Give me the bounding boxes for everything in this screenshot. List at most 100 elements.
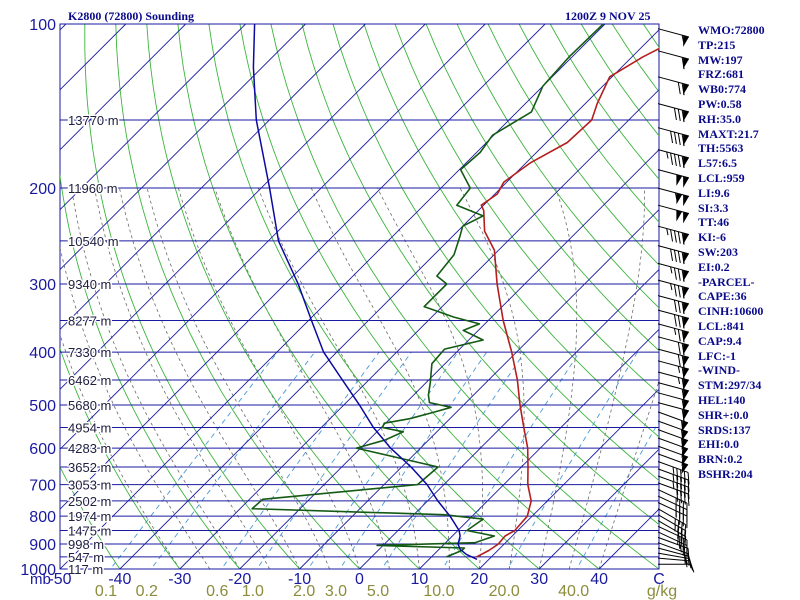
pressure-tick-label: 900: [29, 537, 56, 554]
wind-barb-staff: [657, 475, 689, 488]
wind-barb-pennant: [683, 409, 689, 421]
wind-barb-pennant: [683, 176, 689, 188]
sounding-index-line: CAP:9.4: [698, 333, 742, 348]
wind-barb-flag: [673, 107, 677, 121]
wind-barb-staff: [657, 279, 690, 289]
sounding-index-line: LI:9.6: [698, 185, 730, 200]
isotherm-line: [60, 24, 366, 331]
wind-barb-pennant: [681, 429, 689, 442]
dry-adiabat-line: [487, 24, 659, 266]
sounding-index-line: HEL:140: [698, 392, 746, 407]
wind-barb-flag: [677, 342, 681, 355]
wind-barb-flag: [681, 83, 685, 96]
wind-barb-pennant: [683, 399, 689, 411]
isotherm-line: [119, 29, 659, 569]
height-label: 3053 m: [68, 478, 111, 493]
wind-barb-half-flag: [673, 328, 677, 335]
wind-barb-staff: [657, 508, 686, 526]
sounding-index-line: -WIND-: [698, 363, 740, 378]
wind-barb-flag: [680, 528, 683, 541]
pressure-tick-labels: 100 200 300 400 500 600 700 800 900 1000: [20, 17, 56, 579]
chart-time: 1200Z 9 NOV 25: [565, 9, 651, 23]
wind-barb-flag: [677, 108, 681, 122]
pressure-unit-label: mb: [30, 571, 51, 588]
wind-barb-flag: [687, 472, 690, 485]
dewpoint-profile-line: [251, 24, 604, 558]
wind-barb-flag: [680, 522, 683, 535]
wind-barb-half-flag: [677, 366, 681, 373]
height-label: 1475 m: [68, 524, 111, 539]
wind-barb-pennant: [681, 454, 689, 467]
wind-barb-flag: [673, 153, 677, 167]
wind-barb-pennant: [683, 194, 689, 207]
height-label: 8277 m: [68, 314, 111, 329]
wind-barb-flag: [673, 132, 677, 145]
wind-barb-flag: [681, 286, 685, 299]
wind-barb-flag: [684, 530, 687, 543]
sounding-index-line: EI:0.2: [698, 259, 730, 274]
mixing-ratio-tick-labels: 0.1 0.2 0.6 1.0 2.0 3.0 5.0 10.0 20.0 40.0 g/kg: [95, 583, 677, 600]
wind-barb-flag: [687, 486, 690, 500]
isotherm-line: [0, 24, 6, 569]
height-label: 547 m: [68, 550, 104, 565]
temperature-tick-label: -30: [168, 571, 191, 588]
isotherms: [0, 24, 659, 569]
wind-barb-flag: [681, 367, 685, 380]
moist-adiabat-line: [257, 187, 420, 569]
isotherm-line: [239, 149, 659, 569]
wind-barbs: [657, 28, 695, 573]
sounding-index-line: FRZ:681: [698, 67, 744, 82]
isotherm-line: [478, 388, 659, 569]
temperature-tick-label: -40: [108, 571, 131, 588]
height-label: 1974 m: [68, 509, 111, 524]
wind-barb-flag: [677, 532, 680, 545]
wind-barb-flag: [684, 536, 687, 549]
isobars: [60, 24, 659, 569]
wind-barb-flag: [681, 355, 685, 368]
chart-title: K2800 (72800) Sounding: [68, 9, 195, 23]
dry-adiabat-line: [146, 24, 421, 569]
wind-barb-flag: [677, 300, 681, 314]
wind-barb-flag: [677, 82, 681, 95]
wind-barb-half-flag: [670, 283, 673, 291]
wind-barb: [657, 323, 690, 343]
height-label: 4954 m: [68, 420, 111, 435]
mixing-ratio-tick-label: 2.0: [293, 583, 315, 600]
wind-barb-half-flag: [674, 524, 676, 532]
wind-barb: [657, 489, 688, 516]
wind-barb-flag: [681, 408, 685, 422]
wind-barb-flag: [677, 329, 681, 342]
wind-barb-flag: [687, 479, 690, 492]
wind-barb-flag: [681, 109, 685, 123]
wind-barb-flag: [683, 492, 686, 505]
dry-adiabat-line: [456, 24, 659, 309]
wind-barb-flag: [676, 489, 679, 502]
mixing-ratio-line: [576, 420, 659, 569]
wind-barb-flag: [687, 548, 690, 561]
wind-barb-flag: [677, 154, 681, 168]
isotherm-line: [60, 24, 306, 271]
wind-barb-flag: [681, 388, 685, 402]
wind-barb-flag: [677, 526, 680, 539]
wind-barb-staff: [657, 336, 690, 346]
plot-frame: [59, 23, 660, 570]
wind-barb-flag: [682, 501, 684, 514]
dry-adiabat-line: [239, 24, 600, 569]
sounding-index-line: WB0:774: [698, 82, 746, 97]
wind-barb-half-flag: [672, 481, 675, 489]
wind-barb-flag: [673, 267, 677, 280]
wind-barb-pennant: [681, 420, 689, 433]
wind-barb-flag: [681, 57, 685, 70]
temperature-unit-label: C: [653, 571, 665, 588]
mixing-ratio-tick-label: 20.0: [489, 583, 520, 600]
pressure-tick-label: 200: [29, 181, 56, 198]
wind-barb: [657, 279, 690, 299]
wind-barb-pennant: [676, 193, 683, 205]
wind-barb-pennant: [683, 270, 689, 282]
mixing-ratio-line: [339, 351, 488, 569]
dry-adiabat-line: [363, 24, 659, 438]
wind-barb-half-flag: [677, 377, 681, 385]
wind-barb: [657, 204, 690, 224]
mixing-ratio-unit-label: g/kg: [647, 583, 677, 600]
mixing-ratio-line: [507, 351, 638, 569]
